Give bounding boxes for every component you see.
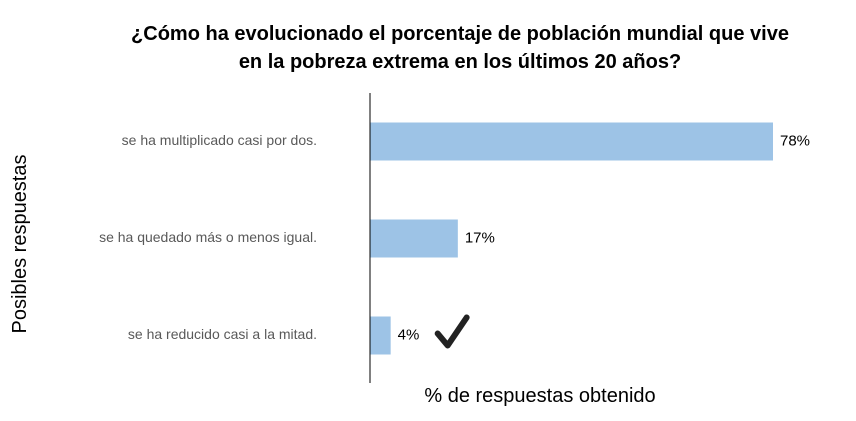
bar [370, 122, 773, 161]
data-label: 17% [465, 229, 495, 246]
bar [370, 219, 458, 258]
chart-title-line-1: ¿Cómo ha evolucionado el porcentaje de p… [131, 23, 789, 45]
x-axis-label: % de respuestas obtenido [424, 385, 656, 407]
data-label: 4% [398, 326, 420, 343]
checkmark-icon [434, 314, 470, 349]
chart-title-line-2: en la pobreza extrema en los últimos 20 … [238, 51, 682, 73]
bar [370, 316, 391, 355]
category-label: se ha reducido casi a la mitad. [128, 326, 317, 342]
category-label: se ha multiplicado casi por dos. [122, 132, 317, 148]
data-label: 78% [780, 132, 810, 149]
category-label: se ha quedado más o menos igual. [99, 229, 317, 245]
